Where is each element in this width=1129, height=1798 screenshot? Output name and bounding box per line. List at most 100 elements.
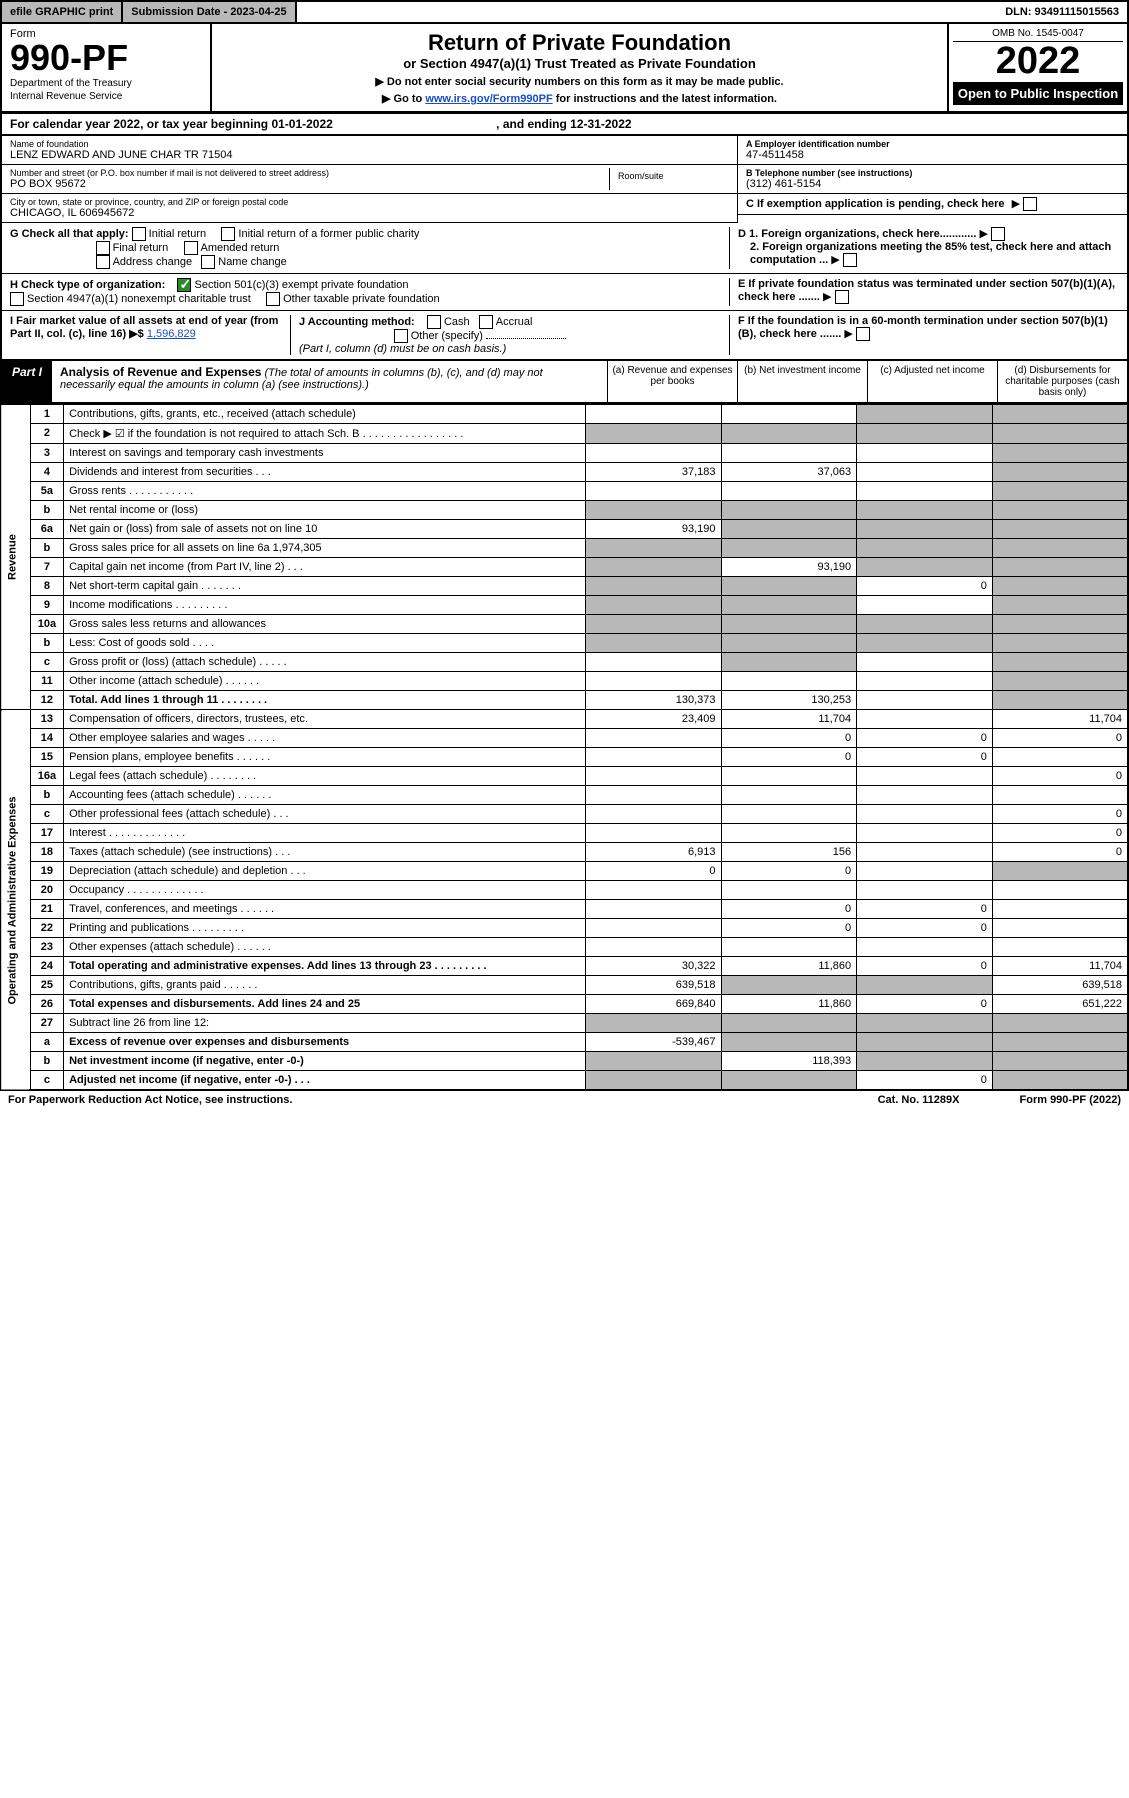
table-row: 3Interest on savings and temporary cash … [1, 444, 1128, 463]
h-label: H Check type of organization: [10, 279, 165, 291]
table-row: bGross sales price for all assets on lin… [1, 539, 1128, 558]
form-header: Form 990-PF Department of the Treasury I… [0, 24, 1129, 113]
line-description: Printing and publications . . . . . . . … [64, 919, 586, 938]
foundation-city: CHICAGO, IL 606945672 [10, 207, 729, 219]
line-description: Total operating and administrative expen… [64, 957, 586, 976]
line-number: c [30, 653, 63, 672]
d2-checkbox[interactable] [843, 253, 857, 267]
table-row: bAccounting fees (attach schedule) . . .… [1, 786, 1128, 805]
line-description: Depreciation (attach schedule) and deple… [64, 862, 586, 881]
line-number: c [30, 805, 63, 824]
final-return-checkbox[interactable] [96, 241, 110, 255]
cash-checkbox[interactable] [427, 315, 441, 329]
opt-501c3: Section 501(c)(3) exempt private foundat… [194, 279, 408, 291]
fmv-value[interactable]: 1,596,829 [147, 328, 196, 340]
c-checkbox[interactable] [1023, 197, 1037, 211]
line-description: Contributions, gifts, grants, etc., rece… [64, 405, 586, 424]
form-subtitle: or Section 4947(a)(1) Trust Treated as P… [222, 56, 937, 71]
line-description: Interest . . . . . . . . . . . . . [64, 824, 586, 843]
inst2-prefix: ▶ Go to [382, 93, 425, 105]
table-row: 15Pension plans, employee benefits . . .… [1, 748, 1128, 767]
line-number: 24 [30, 957, 63, 976]
line-description: Legal fees (attach schedule) . . . . . .… [64, 767, 586, 786]
line-number: b [30, 501, 63, 520]
line-number: 21 [30, 900, 63, 919]
j-note: (Part I, column (d) must be on cash basi… [299, 343, 506, 355]
form990pf-link[interactable]: www.irs.gov/Form990PF [425, 93, 552, 105]
arrow-icon: ▶ [831, 254, 839, 266]
foundation-address: PO BOX 95672 [10, 178, 609, 190]
c-label: C If exemption application is pending, c… [746, 198, 1005, 210]
accrual-checkbox[interactable] [479, 315, 493, 329]
e-checkbox[interactable] [835, 290, 849, 304]
calyear-begin: For calendar year 2022, or tax year begi… [10, 117, 333, 131]
col-c-header: (c) Adjusted net income [867, 361, 997, 402]
amended-checkbox[interactable] [184, 241, 198, 255]
line-description: Other employee salaries and wages . . . … [64, 729, 586, 748]
line-number: 5a [30, 482, 63, 501]
501c3-checkbox[interactable] [177, 278, 191, 292]
line-number: 26 [30, 995, 63, 1014]
line-description: Net short-term capital gain . . . . . . … [64, 577, 586, 596]
table-row: 6aNet gain or (loss) from sale of assets… [1, 520, 1128, 539]
name-change-checkbox[interactable] [201, 255, 215, 269]
expenses-side-label: Operating and Administrative Expenses [1, 710, 30, 1091]
table-row: 16aLegal fees (attach schedule) . . . . … [1, 767, 1128, 786]
table-row: 7Capital gain net income (from Part IV, … [1, 558, 1128, 577]
other-taxable-checkbox[interactable] [266, 292, 280, 306]
table-row: 2Check ▶ ☑ if the foundation is not requ… [1, 424, 1128, 444]
line-number: 2 [30, 424, 63, 444]
j-label: J Accounting method: [299, 316, 415, 328]
tax-year: 2022 [953, 42, 1123, 80]
section-g: G Check all that apply: Initial return I… [0, 223, 1129, 274]
opt-other-taxable: Other taxable private foundation [283, 293, 440, 305]
name-label: Name of foundation [10, 139, 729, 149]
opt-name-change: Name change [218, 256, 287, 268]
initial-former-checkbox[interactable] [221, 227, 235, 241]
line-number: 27 [30, 1014, 63, 1033]
line-description: Taxes (attach schedule) (see instruction… [64, 843, 586, 862]
col-a-header: (a) Revenue and expenses per books [607, 361, 737, 402]
arrow-icon: ▶ [823, 291, 831, 303]
col-b-header: (b) Net investment income [737, 361, 867, 402]
dept-treasury: Department of the Treasury [10, 78, 202, 89]
address-change-checkbox[interactable] [96, 255, 110, 269]
line-number: 8 [30, 577, 63, 596]
revenue-side-label: Revenue [1, 405, 30, 710]
line-description: Pension plans, employee benefits . . . .… [64, 748, 586, 767]
phone-label: B Telephone number (see instructions) [746, 168, 1119, 178]
efile-button[interactable]: efile GRAPHIC print [2, 2, 123, 22]
line-number: 15 [30, 748, 63, 767]
line-number: 13 [30, 710, 63, 729]
line-description: Excess of revenue over expenses and disb… [64, 1033, 586, 1052]
4947a1-checkbox[interactable] [10, 292, 24, 306]
opt-final: Final return [113, 242, 169, 254]
line-description: Check ▶ ☑ if the foundation is not requi… [64, 424, 586, 444]
line-description: Gross rents . . . . . . . . . . . [64, 482, 586, 501]
open-public-badge: Open to Public Inspection [953, 82, 1123, 105]
line-description: Income modifications . . . . . . . . . [64, 596, 586, 615]
dln-number: DLN: 93491115015563 [997, 2, 1127, 22]
addr-label: Number and street (or P.O. box number if… [10, 168, 609, 178]
line-description: Other professional fees (attach schedule… [64, 805, 586, 824]
form-ref: Form 990-PF (2022) [1020, 1094, 1122, 1106]
d1-checkbox[interactable] [991, 227, 1005, 241]
other-specify-checkbox[interactable] [394, 329, 408, 343]
instruction-1: ▶ Do not enter social security numbers o… [222, 75, 937, 88]
arrow-icon: ▶ [1012, 198, 1020, 210]
table-row: bLess: Cost of goods sold . . . . [1, 634, 1128, 653]
foundation-name: LENZ EDWARD AND JUNE CHAR TR 71504 [10, 149, 729, 161]
line-number: 7 [30, 558, 63, 577]
initial-return-checkbox[interactable] [132, 227, 146, 241]
line-number: 12 [30, 691, 63, 710]
table-row: bNet rental income or (loss) [1, 501, 1128, 520]
table-row: Revenue1Contributions, gifts, grants, et… [1, 405, 1128, 424]
line-number: 22 [30, 919, 63, 938]
ein-value: 47-4511458 [746, 149, 1119, 161]
table-row: 25Contributions, gifts, grants paid . . … [1, 976, 1128, 995]
revenue-table: Revenue1Contributions, gifts, grants, et… [0, 404, 1129, 1091]
line-number: a [30, 1033, 63, 1052]
f-checkbox[interactable] [856, 327, 870, 341]
section-i: I Fair market value of all assets at end… [0, 311, 1129, 360]
calyear-end: , and ending 12-31-2022 [496, 117, 631, 131]
